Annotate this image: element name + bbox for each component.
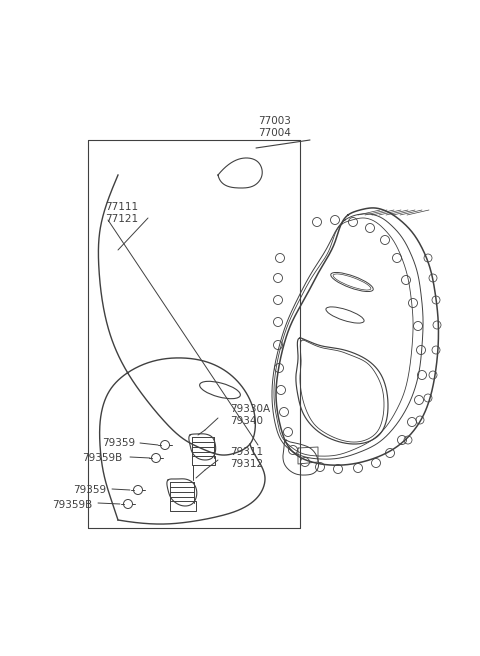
Text: 79330A
79340: 79330A 79340 [230, 404, 270, 426]
Text: 79359: 79359 [102, 438, 135, 448]
Text: 79311
79312: 79311 79312 [230, 447, 263, 469]
Text: 77111
77121: 77111 77121 [105, 202, 138, 224]
Text: 79359: 79359 [73, 485, 106, 495]
Text: 79359B: 79359B [52, 500, 92, 510]
Text: 77003
77004: 77003 77004 [259, 116, 291, 138]
Text: 79359B: 79359B [82, 453, 122, 463]
